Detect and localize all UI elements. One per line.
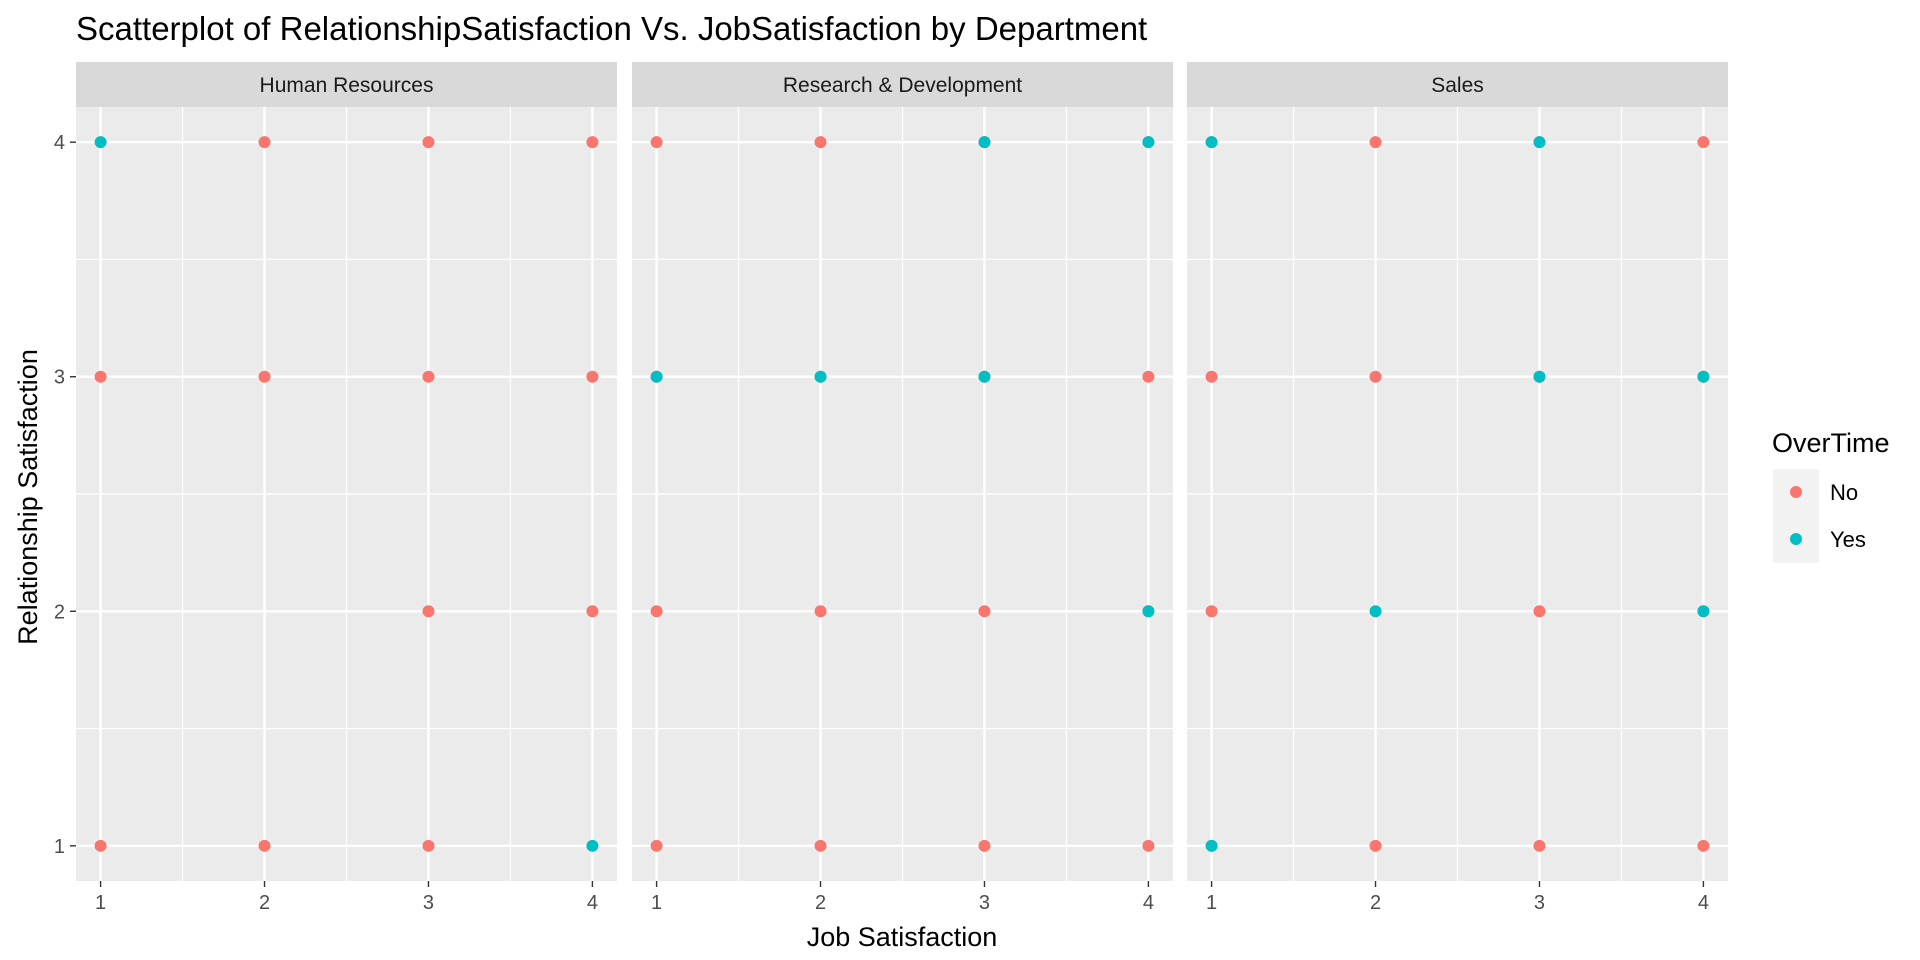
x-axis-title: Job Satisfaction bbox=[807, 922, 998, 952]
data-point bbox=[1369, 370, 1382, 383]
data-point bbox=[978, 839, 991, 852]
y-tick-label: 3 bbox=[54, 367, 65, 389]
data-point bbox=[258, 136, 271, 149]
data-point bbox=[422, 839, 435, 852]
data-point bbox=[1533, 839, 1546, 852]
data-point bbox=[1142, 605, 1155, 618]
data-point bbox=[422, 370, 435, 383]
data-point bbox=[1369, 136, 1382, 149]
facet-panel: Research & Development 1 2 3 4 bbox=[632, 62, 1173, 914]
x-tick-label: 4 bbox=[587, 892, 598, 914]
data-point bbox=[1697, 136, 1710, 149]
facet-strip bbox=[1187, 62, 1728, 107]
data-point bbox=[1205, 136, 1218, 149]
data-point bbox=[1697, 370, 1710, 383]
data-point bbox=[586, 839, 599, 852]
legend-title: OverTime bbox=[1772, 428, 1890, 458]
facet-panel: Human Resources 1 2 3 4 bbox=[76, 62, 617, 914]
data-point bbox=[586, 136, 599, 149]
legend-key-no bbox=[1790, 486, 1802, 498]
data-point bbox=[1697, 605, 1710, 618]
data-point bbox=[978, 136, 991, 149]
data-point bbox=[94, 370, 107, 383]
data-point bbox=[1205, 370, 1218, 383]
data-point bbox=[1142, 136, 1155, 149]
facet-strip-label: Sales bbox=[1431, 74, 1484, 97]
legend-entries: No Yes bbox=[1790, 480, 1866, 552]
facet-strip-label: Human Resources bbox=[260, 74, 434, 97]
x-tick-label: 4 bbox=[1698, 892, 1709, 914]
legend-label-no: No bbox=[1830, 480, 1858, 505]
chart-title: Scatterplot of RelationshipSatisfaction … bbox=[76, 10, 1147, 47]
data-point bbox=[650, 370, 663, 383]
data-point bbox=[1205, 605, 1218, 618]
data-point bbox=[814, 839, 827, 852]
data-point bbox=[94, 136, 107, 149]
x-tick-label: 3 bbox=[1534, 892, 1545, 914]
x-tick-label: 2 bbox=[1370, 892, 1381, 914]
y-axis-title: Relationship Satisfaction bbox=[13, 349, 43, 645]
data-point bbox=[258, 370, 271, 383]
y-tick-label: 1 bbox=[54, 836, 65, 858]
legend-key-background bbox=[1773, 469, 1819, 563]
x-tick-label: 2 bbox=[815, 892, 826, 914]
data-point bbox=[1142, 839, 1155, 852]
y-axis: 1 2 3 4 bbox=[54, 132, 76, 858]
data-point bbox=[978, 605, 991, 618]
legend-key-yes bbox=[1790, 533, 1802, 545]
legend: OverTime No Yes bbox=[1772, 428, 1890, 563]
y-tick-label: 2 bbox=[54, 601, 65, 623]
data-point bbox=[586, 605, 599, 618]
data-point bbox=[650, 605, 663, 618]
data-point bbox=[94, 839, 107, 852]
x-tick-label: 3 bbox=[423, 892, 434, 914]
data-point bbox=[1533, 370, 1546, 383]
facet-strip bbox=[76, 62, 617, 107]
data-point bbox=[978, 370, 991, 383]
x-tick-label: 1 bbox=[95, 892, 106, 914]
data-point bbox=[814, 370, 827, 383]
data-point bbox=[650, 136, 663, 149]
data-point bbox=[1142, 370, 1155, 383]
data-point bbox=[586, 370, 599, 383]
data-point bbox=[1697, 839, 1710, 852]
data-point bbox=[1533, 605, 1546, 618]
data-point bbox=[422, 136, 435, 149]
facet-strip-label: Research & Development bbox=[783, 74, 1022, 97]
data-point bbox=[1369, 605, 1382, 618]
x-tick-label: 1 bbox=[1206, 892, 1217, 914]
x-tick-label: 2 bbox=[259, 892, 270, 914]
y-tick-label: 4 bbox=[54, 132, 65, 154]
x-tick-label: 1 bbox=[651, 892, 662, 914]
legend-label-yes: Yes bbox=[1830, 527, 1866, 552]
facet-strip bbox=[632, 62, 1173, 107]
data-point bbox=[258, 839, 271, 852]
data-point bbox=[1205, 839, 1218, 852]
data-point bbox=[814, 605, 827, 618]
data-point bbox=[814, 136, 827, 149]
x-tick-label: 3 bbox=[979, 892, 990, 914]
data-point bbox=[1369, 839, 1382, 852]
data-point bbox=[1533, 136, 1546, 149]
facet-panel: Sales 1 2 3 4 bbox=[1187, 62, 1728, 914]
data-point bbox=[650, 839, 663, 852]
x-tick-label: 4 bbox=[1143, 892, 1154, 914]
data-point bbox=[422, 605, 435, 618]
